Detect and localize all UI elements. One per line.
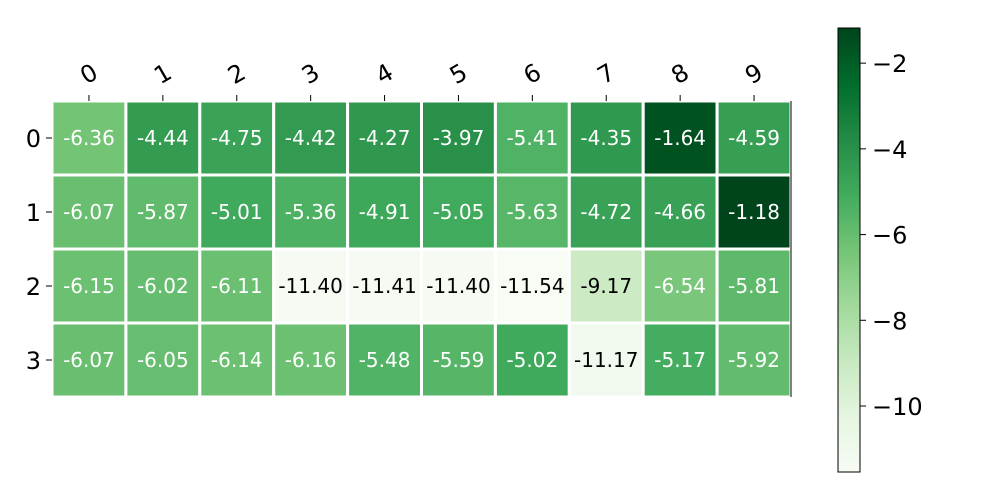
x-tick-label: 7 (593, 58, 620, 90)
colorbar-tick-label: −2 (872, 50, 907, 78)
y-axis-ticks: 0 1 2 3 (26, 125, 52, 375)
heatmap-cell (420, 99, 497, 177)
heatmap-cell (715, 321, 793, 399)
heatmap-cell (641, 173, 719, 251)
x-tick-label: 9 (740, 58, 767, 90)
cell-value-label: -5.05 (433, 200, 485, 224)
cell-value-label: -1.18 (728, 200, 780, 224)
cell-value-label: -9.17 (580, 274, 632, 298)
cell-value-label: -5.92 (728, 348, 780, 372)
cell-value-label: -5.63 (506, 200, 558, 224)
cell-value-label: -5.87 (137, 200, 189, 224)
heatmap-cell (420, 173, 497, 251)
cell-value-label: -5.48 (359, 348, 411, 372)
cell-value-label: -11.40 (278, 274, 342, 298)
heatmap-cell (346, 321, 424, 399)
heatmap-cell (272, 321, 350, 399)
x-tick-label: 0 (75, 58, 102, 90)
cell-value-label: -4.66 (654, 200, 706, 224)
heatmap-cell (124, 173, 202, 251)
cell-value-label: -11.54 (500, 274, 564, 298)
cell-value-label: -6.54 (654, 274, 706, 298)
y-tick-label: 1 (26, 199, 41, 227)
heatmap-cell (567, 321, 645, 399)
heatmap-cell (715, 173, 793, 251)
cell-value-label: -6.07 (63, 348, 115, 372)
x-tick-label: 3 (297, 58, 324, 90)
cell-value-label: -6.36 (63, 126, 115, 150)
heatmap-cell (493, 321, 571, 399)
x-tick-label: 8 (667, 58, 694, 90)
cell-value-label: -11.40 (426, 274, 490, 298)
cell-value-label: -1.64 (654, 126, 706, 150)
colorbar-tick-label: −6 (872, 222, 907, 250)
colorbar-tick-label: −10 (872, 393, 923, 421)
cell-value-label: -5.41 (506, 126, 558, 150)
cell-value-label: -3.97 (433, 126, 485, 150)
cell-value-label: -5.02 (506, 348, 558, 372)
heatmap-cell (198, 247, 276, 325)
cell-value-label: -5.01 (211, 200, 263, 224)
cell-value-label: -4.72 (580, 200, 632, 224)
heatmap-cell (420, 321, 497, 399)
cell-value-label: -11.41 (352, 274, 416, 298)
cell-value-label: -5.59 (433, 348, 485, 372)
heatmap-cell (493, 247, 571, 325)
heatmap-cell (493, 173, 571, 251)
cell-value-label: -6.11 (211, 274, 263, 298)
x-axis-ticks: 0 1 2 3 4 5 6 7 8 9 (75, 58, 768, 101)
x-tick-label: 1 (149, 58, 176, 90)
cell-value-label: -11.17 (574, 348, 638, 372)
y-tick-label: 2 (26, 273, 41, 301)
colorbar (837, 27, 861, 473)
x-tick-label: 2 (223, 58, 250, 90)
heatmap-cell (641, 247, 719, 325)
heatmap-cell (50, 321, 128, 399)
cell-value-label: -4.91 (359, 200, 411, 224)
colorbar-tick-label: −4 (872, 136, 907, 164)
cell-value-label: -6.16 (285, 348, 337, 372)
cell-value-label: -6.15 (63, 274, 115, 298)
cell-value-label: -6.07 (63, 200, 115, 224)
y-tick-label: 0 (26, 125, 41, 153)
cell-value-label: -4.35 (580, 126, 632, 150)
heatmap-cell (124, 247, 202, 325)
cell-value-label: -5.36 (285, 200, 337, 224)
colorbar-tick-label: −8 (872, 307, 907, 335)
cell-value-label: -4.44 (137, 126, 189, 150)
cell-value-label: -6.05 (137, 348, 189, 372)
x-tick-label: 4 (371, 58, 398, 90)
cell-value-label: -4.59 (728, 126, 780, 150)
cell-value-label: -4.27 (359, 126, 411, 150)
heatmap-cell (567, 99, 645, 177)
cell-value-label: -6.14 (211, 348, 263, 372)
x-tick-label: 5 (445, 58, 472, 90)
heatmap-cells: -6.36 -4.44 -4.75 -4.42 -4.27 -3.97 -5.41 -4.35… (50, 99, 793, 399)
heatmap-cell (715, 99, 793, 177)
cell-value-label: -5.17 (654, 348, 706, 372)
cell-value-label: -4.42 (285, 126, 337, 150)
x-tick-label: 6 (519, 58, 546, 90)
cell-value-label: -5.81 (728, 274, 780, 298)
cell-value-label: -6.02 (137, 274, 189, 298)
cell-value-label: -4.75 (211, 126, 263, 150)
y-tick-label: 3 (26, 347, 41, 375)
heatmap-cell (272, 173, 350, 251)
colorbar-ticks: −2 −4 −6 −8 −10 (860, 50, 923, 421)
